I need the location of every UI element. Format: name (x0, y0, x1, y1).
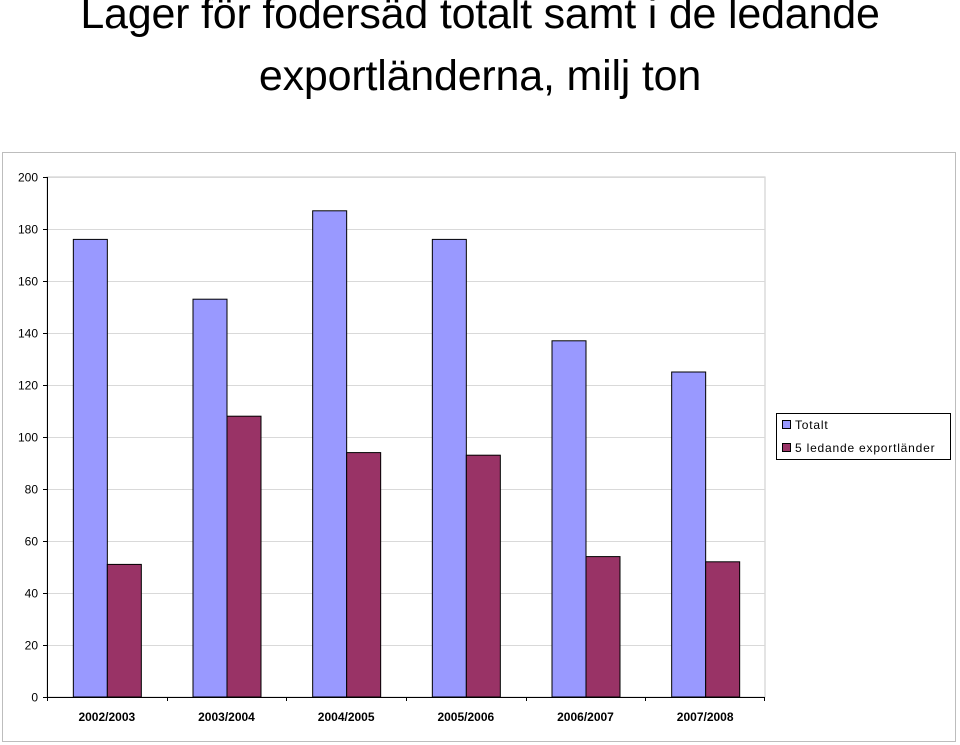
bar-ledande-exportlander-2004-2005 (346, 452, 382, 698)
gridlines (46, 176, 766, 698)
bar-ledande-exportlander-2003-2004 (226, 415, 262, 698)
x-tick-label: 2003/2004 (198, 710, 255, 724)
y-tick-label: 180 (18, 223, 38, 237)
x-tick-label: 2004/2005 (318, 710, 375, 724)
y-tick-label: 140 (18, 327, 38, 341)
y-tick-label: 60 (25, 535, 39, 549)
legend-swatch (782, 443, 791, 452)
y-tick-label: 160 (18, 275, 38, 289)
bar-totalt-2007-2008 (671, 371, 707, 698)
y-axis: 0 20 40 60 80 100 120 140 160 180 200 (18, 171, 48, 705)
bar-totalt-2005-2006 (431, 238, 467, 698)
y-tick-label: 120 (18, 379, 38, 393)
legend-label: 5 ledande exportländer (795, 441, 935, 455)
y-tick-label: 20 (25, 639, 39, 653)
bar-totalt-2003-2004 (192, 298, 228, 698)
bar-totalt-2002-2003 (72, 238, 108, 698)
bars (72, 210, 741, 698)
x-tick-label: 2006/2007 (557, 710, 614, 724)
bar-ledande-exportlander-2002-2003 (106, 563, 142, 698)
bar-ledande-exportlander-2007-2008 (705, 561, 741, 698)
x-axis: 2002/2003 2003/2004 2004/2005 2005/2006 2006… (47, 697, 765, 724)
legend-box (776, 413, 951, 460)
x-tick-label: 2005/2006 (437, 710, 494, 724)
bar-ledande-exportlander-2005-2006 (465, 454, 501, 698)
legend: Totalt 5 ledande exportländer (776, 413, 951, 460)
chart-area-border (2, 152, 956, 742)
y-tick-label: 80 (25, 483, 39, 497)
bar-totalt-2006-2007 (551, 340, 587, 698)
legend-label: Totalt (795, 418, 828, 432)
y-tick-label: 200 (18, 171, 38, 185)
y-tick-label: 40 (25, 587, 39, 601)
y-tick-label: 0 (31, 691, 38, 705)
chart-title-line-1: Lager för fodersäd totalt samt i de leda… (80, 0, 880, 38)
bar-ledande-exportlander-2006-2007 (585, 556, 621, 698)
x-tick-label: 2007/2008 (677, 710, 734, 724)
bar-totalt-2004-2005 (312, 210, 348, 698)
legend-swatch (782, 420, 791, 429)
x-tick-label: 2002/2003 (78, 710, 135, 724)
y-tick-label: 100 (18, 431, 38, 445)
chart-title-line-2: exportländerna, milj ton (258, 52, 702, 100)
